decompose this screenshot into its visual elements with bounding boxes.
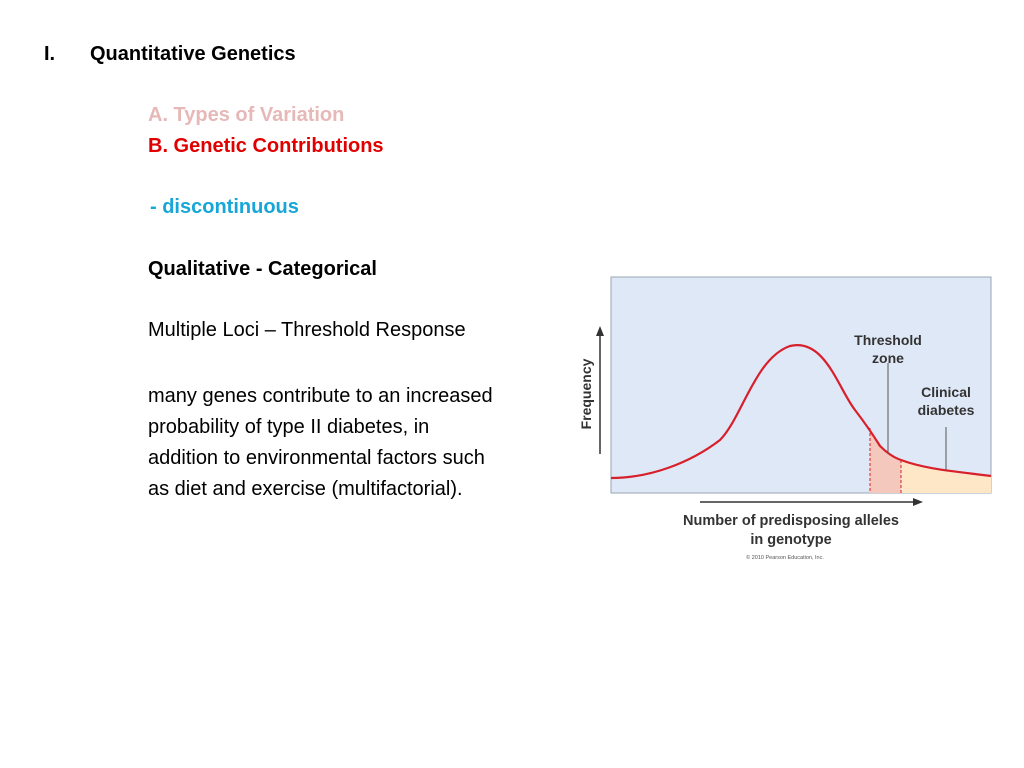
subheading-a: A. Types of Variation (148, 104, 345, 126)
threshold-label-line2: zone (872, 350, 904, 366)
distribution-curve (610, 344, 992, 480)
heading-number: I. (44, 43, 56, 65)
qualitative-heading: Qualitative - Categorical (148, 258, 377, 280)
description-line: many genes contribute to an increased (148, 385, 493, 407)
subheading-b: B. Genetic Contributions (148, 135, 384, 157)
copyright-text: © 2010 Pearson Education, Inc. (746, 554, 824, 561)
x-axis-label-line2: in genotype (750, 532, 831, 548)
bullet-discontinuous: - discontinuous (150, 196, 299, 218)
clinical-label-line2: diabetes (918, 402, 975, 418)
threshold-distribution-figure: Frequency Threshold zone Clinical diabet… (578, 276, 992, 561)
threshold-label-line1: Threshold (854, 332, 922, 348)
multiple-loci-text: Multiple Loci – Threshold Response (148, 319, 466, 341)
description-paragraph: many genes contribute to an increased pr… (148, 381, 493, 505)
description-line: as diet and exercise (multifactorial). (148, 478, 463, 500)
description-line: probability of type II diabetes, in (148, 416, 430, 438)
clinical-zone-fill (901, 460, 991, 493)
description-line: addition to environmental factors such (148, 447, 485, 469)
clinical-label-line1: Clinical (921, 384, 971, 400)
heading-title: Quantitative Genetics (90, 43, 296, 65)
x-axis-label-line1: Number of predisposing alleles (683, 513, 899, 529)
y-axis-label: Frequency (578, 358, 594, 429)
figure-panel (610, 276, 992, 494)
x-axis-arrowhead (913, 498, 923, 506)
y-axis-arrowhead (596, 326, 604, 336)
